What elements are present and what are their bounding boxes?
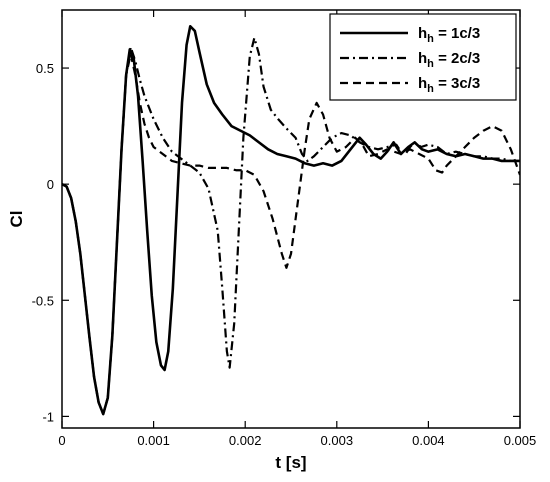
y-tick-label: 0.5 — [36, 61, 54, 76]
series-group — [62, 24, 520, 416]
legend-label: hh = 3c/3 — [418, 75, 480, 95]
x-tick-label: 0 — [58, 433, 65, 448]
y-axis-title: Cl — [7, 211, 26, 228]
series-line-solid — [62, 24, 520, 416]
x-axis-ticks: 0 0.001 0.002 0.003 0.004 0.005 — [58, 10, 536, 448]
plot-area-frame — [61, 9, 521, 429]
x-tick-label: 0.004 — [412, 433, 445, 448]
y-tick-label: -1 — [42, 409, 54, 424]
x-tick-label: 0.005 — [504, 433, 537, 448]
x-tick-label: 0.001 — [137, 433, 170, 448]
y-tick-label: -0.5 — [32, 293, 54, 308]
x-tick-label: 0.003 — [321, 433, 354, 448]
legend-label: hh = 1c/3 — [418, 25, 480, 45]
legend: hh = 1c/3 hh = 2c/3 hh = 3c/3 — [329, 13, 517, 101]
x-tick-label: 0.002 — [229, 433, 262, 448]
legend-label: hh = 2c/3 — [418, 50, 480, 70]
y-tick-label: 0 — [47, 177, 54, 192]
y-axis-ticks: -1 -0.5 0 0.5 — [32, 61, 520, 424]
x-axis-title: t [s] — [275, 453, 306, 472]
